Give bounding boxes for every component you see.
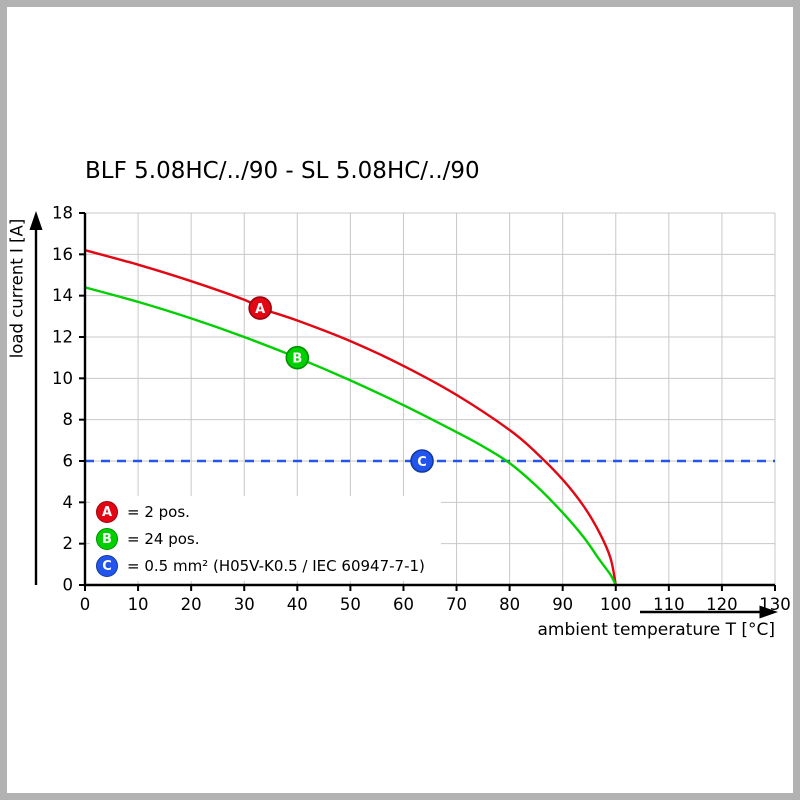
- y-tick-label: 16: [52, 245, 73, 264]
- x-tick-label: 40: [287, 595, 308, 614]
- chart-title: BLF 5.08HC/../90 - SL 5.08HC/../90: [85, 158, 480, 184]
- y-tick-label: 6: [63, 452, 74, 471]
- curve-marker-C-letter: C: [417, 455, 427, 470]
- y-axis-label: load current I [A]: [7, 218, 27, 359]
- x-tick-label: 20: [181, 595, 202, 614]
- y-tick-label: 12: [52, 328, 73, 347]
- legend-marker-b-icon: B: [96, 527, 118, 550]
- y-tick-label: 0: [63, 576, 74, 595]
- x-tick-label: 120: [706, 595, 738, 614]
- x-tick-label: 10: [128, 595, 149, 614]
- curve-marker-B-letter: B: [292, 351, 302, 366]
- legend-row-c: C = 0.5 mm² (H05V-K0.5 / IEC 60947-7-1): [96, 552, 425, 579]
- x-tick-label: 0: [80, 595, 91, 614]
- y-axis-arrow-head-icon: [29, 211, 43, 230]
- y-tick-label: 18: [52, 204, 73, 223]
- y-tick-label: 2: [63, 534, 74, 553]
- y-tick-label: 8: [63, 410, 74, 429]
- legend: A = 2 pos. B = 24 pos. C = 0.5 mm² (H05V…: [90, 496, 441, 581]
- y-tick-label: 4: [63, 493, 74, 512]
- legend-label-c: = 0.5 mm² (H05V-K0.5 / IEC 60947-7-1): [127, 556, 425, 575]
- legend-marker-c-icon: C: [96, 554, 118, 577]
- series-B-curve: [84, 286, 617, 586]
- x-tick-label: 90: [552, 595, 573, 614]
- legend-row-a: A = 2 pos.: [96, 498, 425, 525]
- y-tick-label: 10: [52, 369, 73, 388]
- legend-label-a: = 2 pos.: [127, 502, 190, 521]
- legend-marker-a-icon: A: [96, 500, 118, 523]
- curve-marker-C-icon: [410, 449, 434, 473]
- y-tick-label: 14: [52, 286, 73, 305]
- x-tick-label: 100: [600, 595, 632, 614]
- curve-marker-B-icon: [285, 345, 310, 370]
- legend-label-b: = 24 pos.: [127, 529, 200, 548]
- legend-row-b: B = 24 pos.: [96, 525, 425, 552]
- x-tick-label: 30: [234, 595, 255, 614]
- x-tick-label: 70: [446, 595, 467, 614]
- x-tick-label: 80: [499, 595, 520, 614]
- curve-marker-A-letter: A: [255, 302, 265, 317]
- x-axis-label: ambient temperature T [°C]: [537, 620, 775, 640]
- x-tick-label: 60: [393, 595, 414, 614]
- x-tick-label: 50: [340, 595, 361, 614]
- series-A-curve: [84, 249, 617, 586]
- curve-marker-A-icon: [248, 296, 272, 320]
- x-tick-label: 110: [653, 595, 685, 614]
- x-axis-arrow-head-icon: [759, 605, 778, 619]
